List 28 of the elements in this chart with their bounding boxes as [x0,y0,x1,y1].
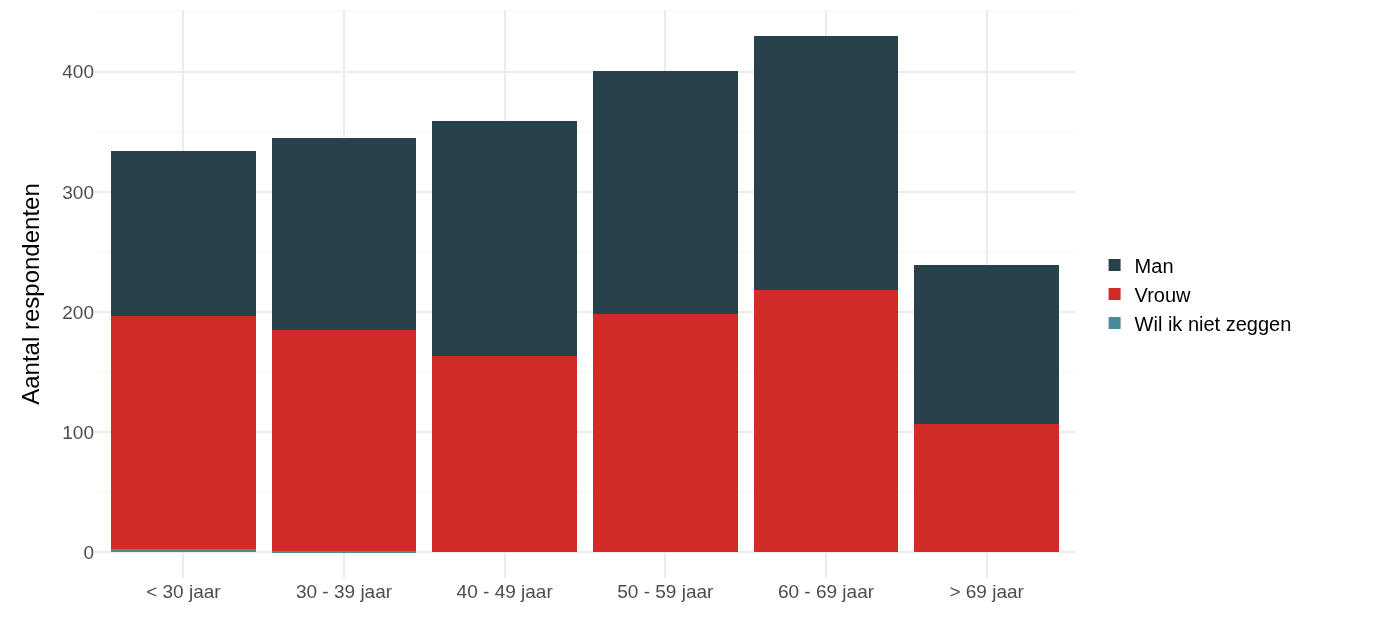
x-tick-label: 30 - 39 jaar [295,581,393,602]
bar [111,315,256,549]
bar [432,356,577,553]
bar [753,35,899,291]
x-tick-label: < 30 jaar [146,581,222,602]
legend-label: Man [1134,254,1174,277]
x-tick-label: 60 - 69 jaar [777,581,875,602]
y-tick-label: 100 [62,421,94,443]
y-tick-label: 200 [62,301,94,323]
bar [271,330,417,551]
y-tick-label: 0 [83,541,94,563]
x-tick-label: 40 - 49 jaar [456,581,554,602]
bar [593,70,738,315]
bar [432,121,577,357]
bar [914,265,1059,424]
bar [753,290,899,553]
y-tick-label: 300 [62,181,94,203]
bar [271,550,417,553]
bar [593,314,738,553]
x-tick-label: > 69 jaar [949,581,1025,602]
bar [914,423,1059,553]
y-tick-label: 400 [62,61,94,83]
bar [111,151,256,316]
legend-label: Wil ik niet zeggen [1134,312,1292,335]
x-tick-label: 50 - 59 jaar [617,581,715,602]
bar [271,137,417,331]
legend-label: Vrouw [1134,283,1192,306]
y-axis-title: Aantal respondenten [17,183,45,405]
